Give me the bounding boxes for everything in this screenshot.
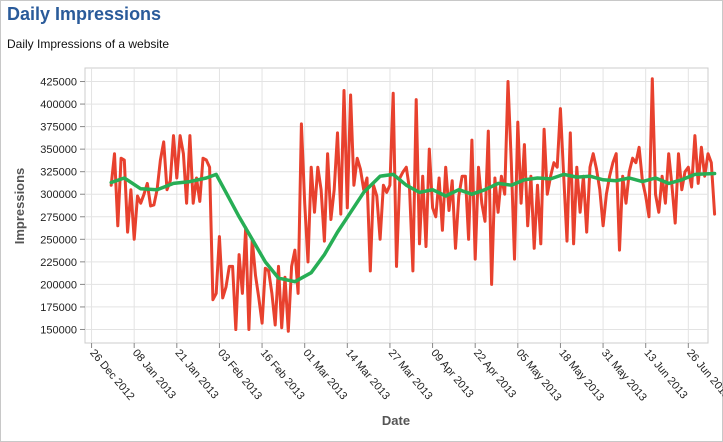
chart-subtitle: Daily Impressions of a website: [7, 37, 170, 51]
y-axis-ticks: 150000 175000 200000 225000 250000 275000 3000…: [40, 77, 85, 336]
x-axis-label: Date: [382, 413, 410, 428]
y-tick-label: 275000: [40, 212, 77, 224]
page-title: Daily Impressions: [7, 4, 162, 24]
x-tick-label: 27 Mar 2013: [386, 347, 435, 402]
y-tick-label: 375000: [40, 122, 77, 134]
y-tick-label: 350000: [40, 144, 77, 156]
x-tick-label: 09 Apr 2013: [428, 347, 475, 400]
x-tick-label: 05 May 2013: [514, 347, 564, 403]
x-tick-label: 26 Dec 2012: [87, 347, 136, 403]
x-tick-label: 13 Jun 2013: [641, 347, 689, 401]
x-tick-label: 01 Mar 2013: [300, 347, 349, 402]
x-tick-label: 16 Feb 2013: [258, 347, 307, 402]
x-tick-label: 08 Jan 2013: [130, 347, 178, 401]
y-tick-label: 225000: [40, 257, 77, 269]
x-tick-label: 21 Jan 2013: [173, 347, 221, 401]
series-lines: [109, 77, 717, 333]
x-tick-label: 14 Mar 2013: [343, 347, 392, 402]
y-tick-label: 175000: [40, 302, 77, 314]
y-tick-label: 150000: [40, 324, 77, 336]
series-line-daily: [109, 77, 717, 333]
y-tick-label: 400000: [40, 99, 77, 111]
x-tick-label: 22 Apr 2013: [471, 347, 518, 400]
y-axis-label: Impressions: [12, 168, 27, 245]
y-tick-label: 200000: [40, 279, 77, 291]
series-line-trend: [109, 171, 717, 284]
y-tick-label: 250000: [40, 234, 77, 246]
y-tick-label: 325000: [40, 167, 77, 179]
y-tick-label: 300000: [40, 189, 77, 201]
x-tick-label: 03 Feb 2013: [215, 347, 264, 402]
y-tick-label: 425000: [40, 77, 77, 89]
